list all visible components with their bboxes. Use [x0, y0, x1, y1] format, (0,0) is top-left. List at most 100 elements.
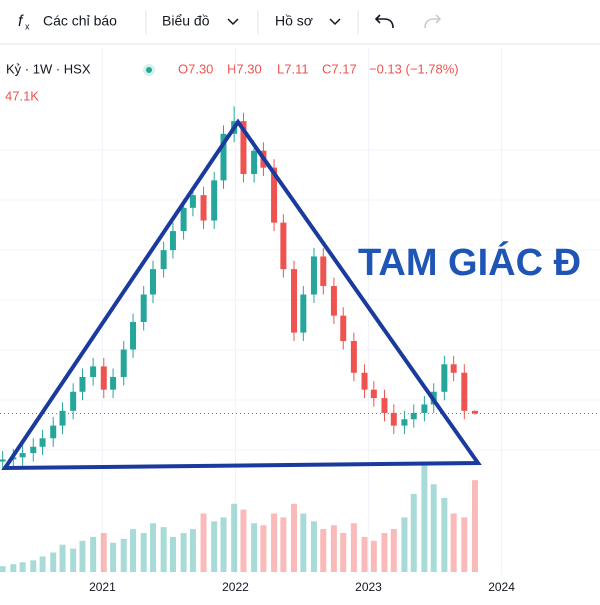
volume-bar [140, 533, 147, 572]
candle-body [330, 286, 337, 316]
volume-bar [100, 533, 107, 572]
chart-type-button[interactable]: Biểu đồ [162, 13, 210, 29]
volume-bar [370, 540, 377, 572]
x-axis: 2021 2022 2023 2024 [89, 580, 515, 594]
chevron[interactable] [329, 18, 341, 26]
volume-bar [70, 548, 77, 572]
volume-bar [361, 536, 368, 572]
volume-bar [310, 521, 317, 572]
candle-body [441, 364, 448, 392]
volume-bar [320, 529, 327, 572]
volume-bar [231, 503, 238, 572]
volume-bars [0, 464, 478, 572]
candle-body [0, 459, 6, 462]
volume-bar [350, 523, 357, 572]
redo-button[interactable] [424, 14, 442, 29]
chevron[interactable] [227, 18, 239, 26]
candle-body [189, 195, 196, 208]
toolbar: f x Các chỉ báo Biểu đồ Hồ sơ [0, 10, 600, 45]
candle-body [251, 150, 258, 174]
legend: Kỷ · 1W · HSX O7.30 H7.30 L7.11 C7.17 −0… [5, 61, 459, 103]
volume-bar [220, 517, 227, 572]
x-tick-label: 2021 [89, 580, 116, 594]
volume-bar [251, 523, 258, 572]
candle-body [401, 419, 408, 426]
candle-body [390, 412, 397, 426]
candle-body [100, 366, 107, 390]
candle-body [110, 376, 117, 390]
volume-bar [50, 552, 57, 572]
volume-label: 47.1K [5, 88, 39, 103]
status-dot-core [146, 67, 152, 73]
volume-bar [240, 509, 247, 572]
volume-bar [340, 533, 347, 572]
ohlc-low: L7.11 [277, 61, 309, 76]
volume-bar [381, 533, 388, 572]
candle-body [280, 222, 287, 270]
candle-body [240, 121, 247, 174]
volume-bar [211, 521, 218, 572]
volume-bar [0, 566, 6, 572]
symbol: Kỷ · 1W · HSX [6, 61, 91, 76]
candle-body [39, 438, 46, 447]
volume-bar [180, 533, 187, 572]
candle-body [271, 167, 278, 223]
volume-bar [200, 513, 207, 572]
candle-body [130, 322, 137, 350]
volume-bar [110, 542, 117, 572]
volume-bar [39, 556, 46, 572]
x-tick-label: 2024 [488, 580, 515, 594]
candles [0, 106, 600, 470]
candle-body [90, 366, 97, 377]
triangle-drawing[interactable] [1, 118, 482, 471]
volume-bar [390, 529, 397, 572]
candle-body [310, 256, 317, 295]
ohlc-high: H7.30 [227, 61, 262, 76]
volume-bar [130, 529, 137, 572]
volume-bar [421, 464, 428, 572]
candle-body [300, 294, 307, 333]
volume-bar [300, 513, 307, 572]
fx-icon-sub[interactable]: x [25, 21, 30, 31]
candle-body [381, 398, 388, 413]
grid [0, 48, 600, 575]
candle-body [19, 453, 26, 458]
candle-body [50, 425, 57, 439]
candle-body [340, 315, 347, 342]
undo-button[interactable] [374, 14, 394, 29]
candle-body [320, 256, 327, 287]
candle-body [59, 410, 66, 426]
profile-button[interactable]: Hồ sơ [275, 13, 313, 29]
volume-bar [471, 480, 478, 572]
candle-body [180, 207, 187, 232]
candle-body [169, 231, 176, 251]
candle-body [160, 250, 167, 270]
ohlc-close: C7.17 [322, 61, 357, 76]
volume-bar [120, 538, 127, 572]
annotation[interactable]: TAM GIÁC Đ [358, 240, 581, 284]
volume-bar [291, 503, 298, 572]
candle-body [70, 391, 77, 411]
volume-bar [79, 540, 86, 572]
volume-bar [401, 517, 408, 572]
volume-bar [189, 529, 196, 572]
indicators-button[interactable]: Các chỉ báo [43, 13, 117, 29]
volume-bar [461, 517, 468, 572]
candle-body [200, 195, 207, 221]
volume-bar [30, 560, 37, 572]
candle-body [211, 180, 218, 221]
candle-body [30, 446, 37, 454]
fx-icon[interactable]: f [18, 13, 24, 30]
volume-bar [160, 527, 167, 572]
candle-body [421, 404, 428, 413]
volume-bar [90, 536, 97, 572]
volume-bar [410, 494, 417, 572]
candle-body [410, 412, 417, 420]
candle-body [471, 410, 478, 414]
volume-bar [280, 517, 287, 572]
candle-body [450, 364, 457, 373]
x-tick-label: 2022 [222, 580, 249, 594]
ohlc-open: O7.30 [178, 61, 213, 76]
